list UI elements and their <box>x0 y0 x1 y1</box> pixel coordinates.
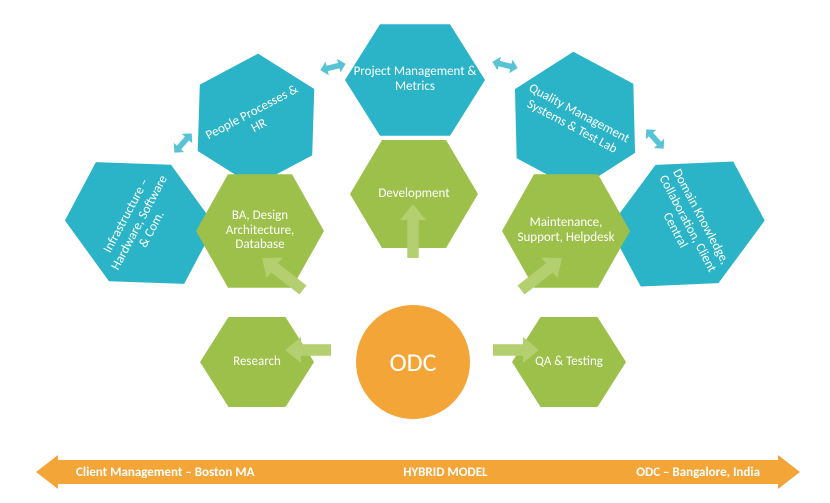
arrow-qa-to-odc <box>493 337 539 363</box>
diagram-root: { "colors": { "cyan": "#2bb3c8", "cyan_a… <box>0 0 830 503</box>
bar-body: Client Management – Boston MA HYBRID MOD… <box>58 460 778 484</box>
bar-right-label: ODC – Bangalore, India <box>636 465 760 480</box>
hex-label: Quality Management Systems & Test Lab <box>508 76 642 166</box>
bar-arrow-left-icon <box>36 455 58 489</box>
hex-label: Maintenance, Support, Helpdesk <box>502 216 630 246</box>
connector-4 <box>641 125 669 154</box>
connector-3 <box>491 55 520 75</box>
footer-arrow-bar: Client Management – Boston MA HYBRID MOD… <box>36 455 800 489</box>
arrow-research-to-odc <box>285 337 331 363</box>
bar-arrow-right-icon <box>778 455 800 489</box>
arrow-dev-to-odc <box>400 204 426 258</box>
hex-label: BA, Design Architecture, Database <box>196 209 324 254</box>
hex-label: QA & Testing <box>527 355 611 370</box>
hex-label: People Processes & HR <box>191 76 322 164</box>
bar-left-label: Client Management – Boston MA <box>76 465 255 480</box>
connector-2 <box>319 57 348 77</box>
hex-label: Project Management & Metrics <box>345 65 485 95</box>
odc-label: ODC <box>389 346 436 378</box>
hex-label: Infrastructure – Hardware, Software & Co… <box>89 154 191 292</box>
hex-label: Research <box>225 355 289 370</box>
connector-1 <box>169 129 197 158</box>
odc-circle: ODC <box>356 305 470 419</box>
hex-label: Domain Knowledge, Collaboration, Client … <box>636 154 738 293</box>
hex-label: Development <box>370 187 457 202</box>
bar-center-label: HYBRID MODEL <box>403 465 487 480</box>
hex-project-mgmt: Project Management & Metrics <box>345 18 485 142</box>
